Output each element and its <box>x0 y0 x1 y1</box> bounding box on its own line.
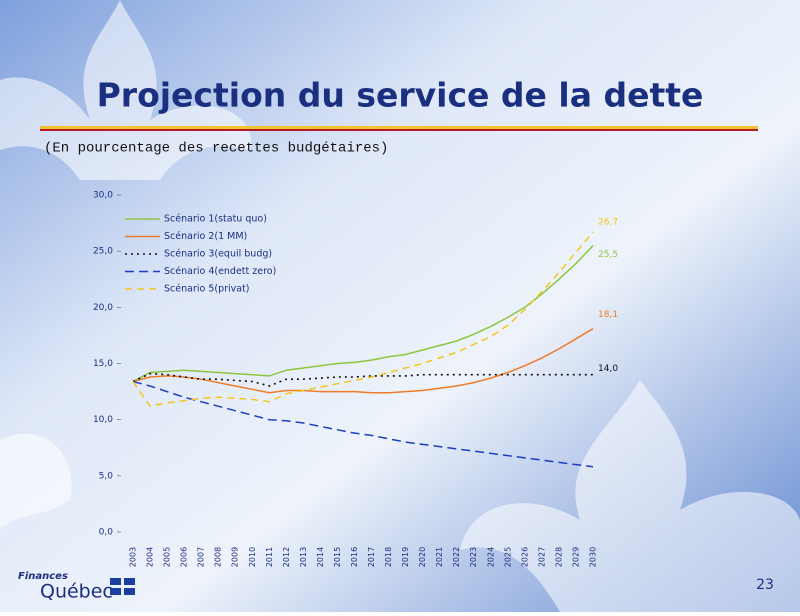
y-tick-label: 20,0 <box>93 303 113 313</box>
x-tick-label: 2030 <box>589 547 598 567</box>
y-tick-label: 0,0 <box>99 528 114 538</box>
x-tick-label: 2028 <box>554 547 563 567</box>
x-tick-label: 2005 <box>163 547 172 567</box>
brand-small: Finances <box>18 571 68 582</box>
x-tick-label: 2021 <box>435 547 444 567</box>
x-tick-label: 2004 <box>146 547 155 567</box>
x-tick-label: 2025 <box>503 547 512 567</box>
legend-label: Scénario 5(privat) <box>164 284 250 295</box>
value-label: 18,1 <box>598 310 618 320</box>
series-line <box>132 328 594 394</box>
x-tick-label: 2023 <box>469 547 478 567</box>
y-tick-label: 25,0 <box>93 247 113 257</box>
value-label: 14,0 <box>598 364 618 374</box>
page-number: 23 <box>756 577 774 593</box>
x-tick-label: 2013 <box>299 547 308 567</box>
value-label: 25,5 <box>598 250 618 260</box>
x-tick-label: 2020 <box>418 547 427 567</box>
x-tick-label: 2003 <box>129 547 138 567</box>
x-tick-label: 2015 <box>333 547 342 567</box>
legend-label: Scénario 2(1 MM) <box>164 231 247 242</box>
y-tick-label: 10,0 <box>93 415 113 425</box>
x-tick-label: 2017 <box>367 547 376 567</box>
brand: Québec <box>40 581 113 603</box>
legend-label: Scénario 4(endett zero) <box>164 266 276 277</box>
subtitle: (En pourcentage des recettes budgétaires… <box>44 141 388 157</box>
series-line <box>132 372 593 387</box>
y-tick-label: 30,0 <box>93 191 113 201</box>
chart: 0,0 5,0 10,0 15,0 20,0 25,0 30,0 2003 2004 2005 20… <box>93 191 618 568</box>
title-rule-red <box>40 129 758 131</box>
x-tick-label: 2027 <box>537 547 546 567</box>
x-tick-label: 2011 <box>265 547 274 567</box>
title-rule <box>40 126 758 129</box>
x-tick-label: 2018 <box>384 547 393 567</box>
x-tick-label: 2019 <box>401 547 410 567</box>
legend-label: Scénario 1(statu quo) <box>164 214 267 225</box>
x-tick-label: 2029 <box>571 547 580 567</box>
y-tick-label: 15,0 <box>93 359 113 369</box>
x-tick-label: 2009 <box>231 547 240 567</box>
slide-title: Projection du service de la dette <box>97 76 704 115</box>
value-label: 26,7 <box>598 218 618 228</box>
x-tick-label: 2014 <box>316 547 325 567</box>
series-line <box>132 245 594 383</box>
brand-flag <box>110 578 135 595</box>
legend-label: Scénario 3(equil budg) <box>164 249 272 260</box>
x-tick-label: 2016 <box>350 547 359 567</box>
x-tick-label: 2007 <box>197 547 206 567</box>
x-tick-label: 2026 <box>520 547 529 567</box>
y-tick-label: 5,0 <box>99 471 114 481</box>
x-tick-label: 2008 <box>214 547 223 567</box>
series-line <box>132 231 594 408</box>
x-tick-label: 2012 <box>282 547 291 567</box>
x-tick-label: 2024 <box>486 547 495 567</box>
x-tick-label: 2010 <box>248 547 257 567</box>
x-tick-label: 2022 <box>452 547 461 567</box>
x-tick-label: 2006 <box>180 547 189 567</box>
